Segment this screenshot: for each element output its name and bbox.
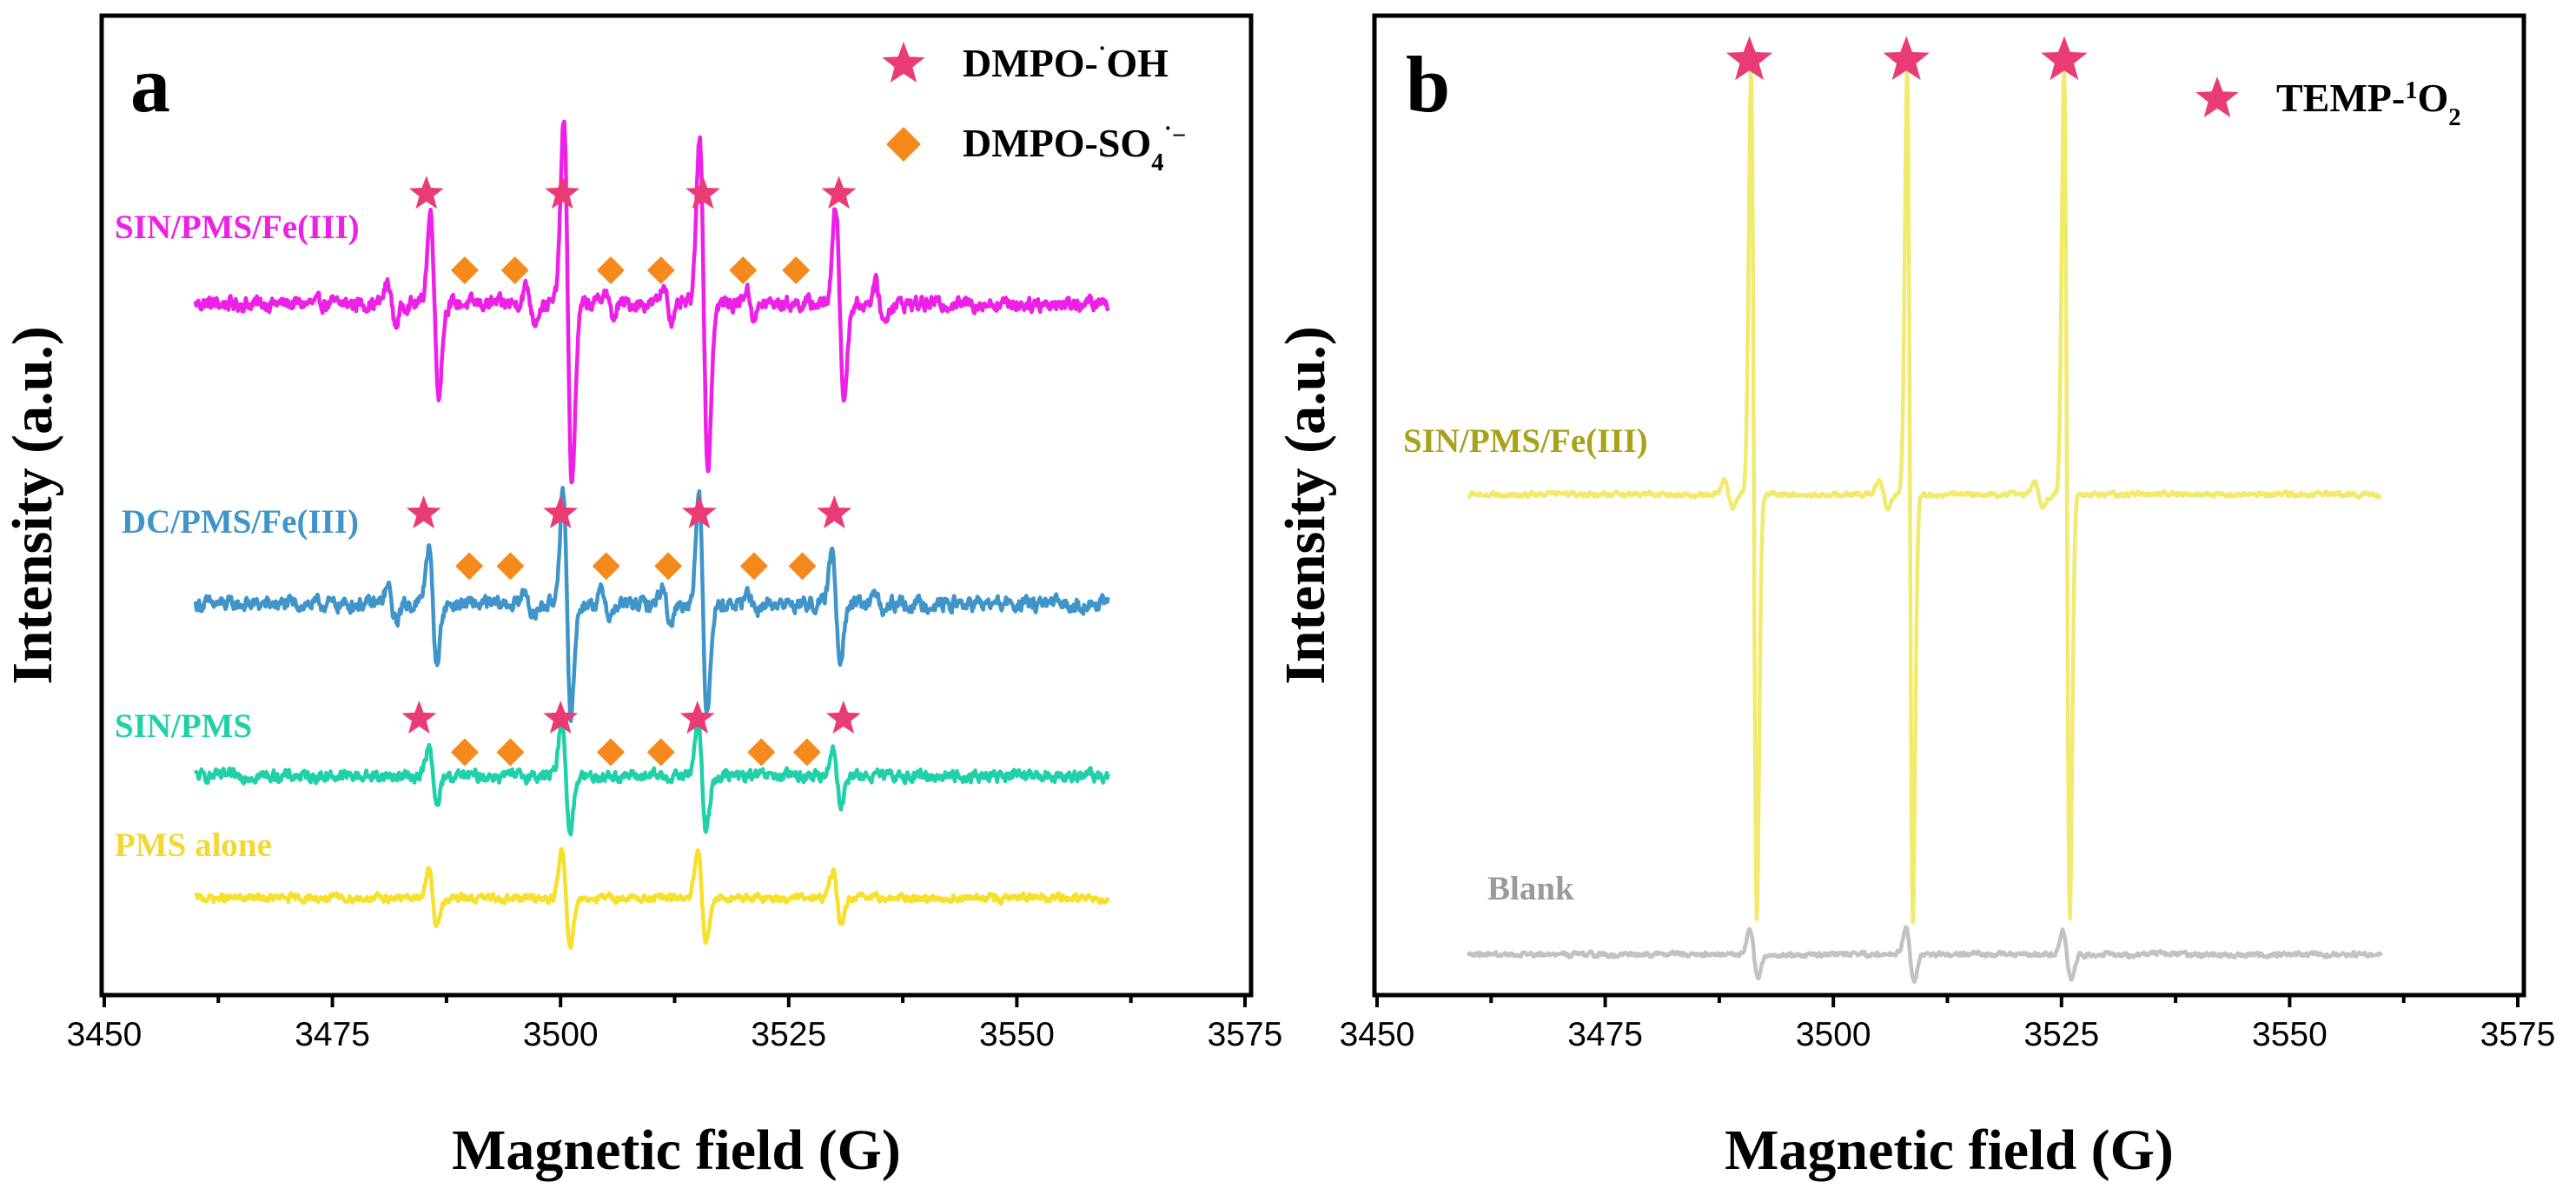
legend-diamond-marker — [886, 127, 921, 162]
peak-star-marker — [821, 176, 857, 209]
panel-letter: a — [130, 40, 170, 129]
plot-frame — [1372, 13, 2526, 998]
peak-diamond-marker — [654, 552, 683, 581]
y-axis-label: Intensity (a.u.) — [1, 326, 64, 685]
legend-label: TEMP-1O2 — [2276, 76, 2461, 131]
peak-diamond-marker — [596, 256, 625, 285]
x-tick-label: 3550 — [2252, 1016, 2328, 1053]
x-tick-label: 3525 — [2023, 1016, 2099, 1053]
peak-diamond-marker — [592, 552, 620, 581]
series-label: DC/PMS/Fe(III) — [122, 503, 359, 541]
x-tick-label: 3575 — [1208, 1016, 1283, 1053]
peak-diamond-marker — [496, 552, 525, 581]
legend-star-marker — [2195, 76, 2239, 117]
peak-star-marker — [825, 700, 861, 734]
peak-diamond-marker — [646, 738, 675, 767]
legend-label: DMPO-˙OH — [963, 41, 1169, 85]
panel-a: 3450 3475 3500 3525 3550 3575 Magnetic field (… — [1, 13, 1283, 1182]
y-axis-label: Intensity (a.u.) — [1274, 326, 1337, 685]
series-label: SIN/PMS — [115, 707, 252, 745]
series-line — [193, 486, 1110, 724]
peak-diamond-marker — [500, 256, 529, 285]
peak-star-marker — [543, 700, 579, 734]
peak-diamond-marker — [729, 256, 758, 285]
peak-star-marker — [2041, 36, 2088, 81]
x-tick-label: 3500 — [523, 1016, 599, 1053]
peak-diamond-marker — [450, 256, 479, 285]
series-line — [1467, 66, 2382, 925]
series-line — [193, 719, 1110, 837]
peak-diamond-marker — [496, 738, 525, 767]
peak-star-marker — [408, 176, 444, 209]
x-tick-label: 3500 — [1796, 1016, 1871, 1053]
peak-diamond-marker — [792, 738, 821, 767]
panel-letter: b — [1406, 40, 1450, 129]
x-tick-label: 3525 — [751, 1016, 826, 1053]
x-tick-label: 3475 — [295, 1016, 370, 1053]
x-tick-label: 3450 — [67, 1016, 142, 1053]
peak-star-marker — [543, 495, 579, 528]
peak-star-marker — [401, 700, 437, 734]
peak-star-marker — [817, 495, 852, 528]
x-tick-label: 3475 — [1567, 1016, 1643, 1053]
peak-star-marker — [1883, 36, 1930, 81]
series-line — [193, 119, 1110, 485]
peak-star-marker — [406, 495, 441, 528]
series-line — [194, 846, 1110, 950]
peak-diamond-marker — [596, 738, 625, 767]
x-tick-label: 3550 — [979, 1016, 1055, 1053]
peak-star-marker — [679, 700, 715, 734]
x-axis-label: Magnetic field (G) — [1725, 1119, 2174, 1182]
series-label: SIN/PMS/Fe(III) — [115, 209, 360, 246]
legend-label: DMPO-SO4˙− — [963, 121, 1186, 176]
panel-b: 3450 3475 3500 3525 3550 3575 Magnetic field (… — [1274, 13, 2556, 1182]
x-axis-label: Magnetic field (G) — [452, 1119, 901, 1182]
peak-diamond-marker — [788, 552, 817, 581]
series-label: Blank — [1487, 870, 1574, 907]
series-label: SIN/PMS/Fe(III) — [1403, 422, 1648, 460]
x-tick-label: 3450 — [1340, 1016, 1415, 1053]
peak-diamond-marker — [455, 552, 484, 581]
x-tick-label: 3575 — [2480, 1016, 2556, 1053]
series-label: PMS alone — [115, 827, 272, 864]
peak-diamond-marker — [739, 552, 768, 581]
series-line — [1466, 925, 2383, 985]
peak-star-marker — [1725, 36, 1773, 81]
peak-star-marker — [685, 176, 720, 209]
peak-diamond-marker — [782, 256, 811, 285]
legend-star-marker — [882, 42, 925, 83]
peak-diamond-marker — [747, 738, 776, 767]
peak-star-marker — [545, 176, 580, 209]
peak-diamond-marker — [450, 738, 479, 767]
peak-star-marker — [681, 495, 717, 528]
peak-diamond-marker — [646, 256, 675, 285]
